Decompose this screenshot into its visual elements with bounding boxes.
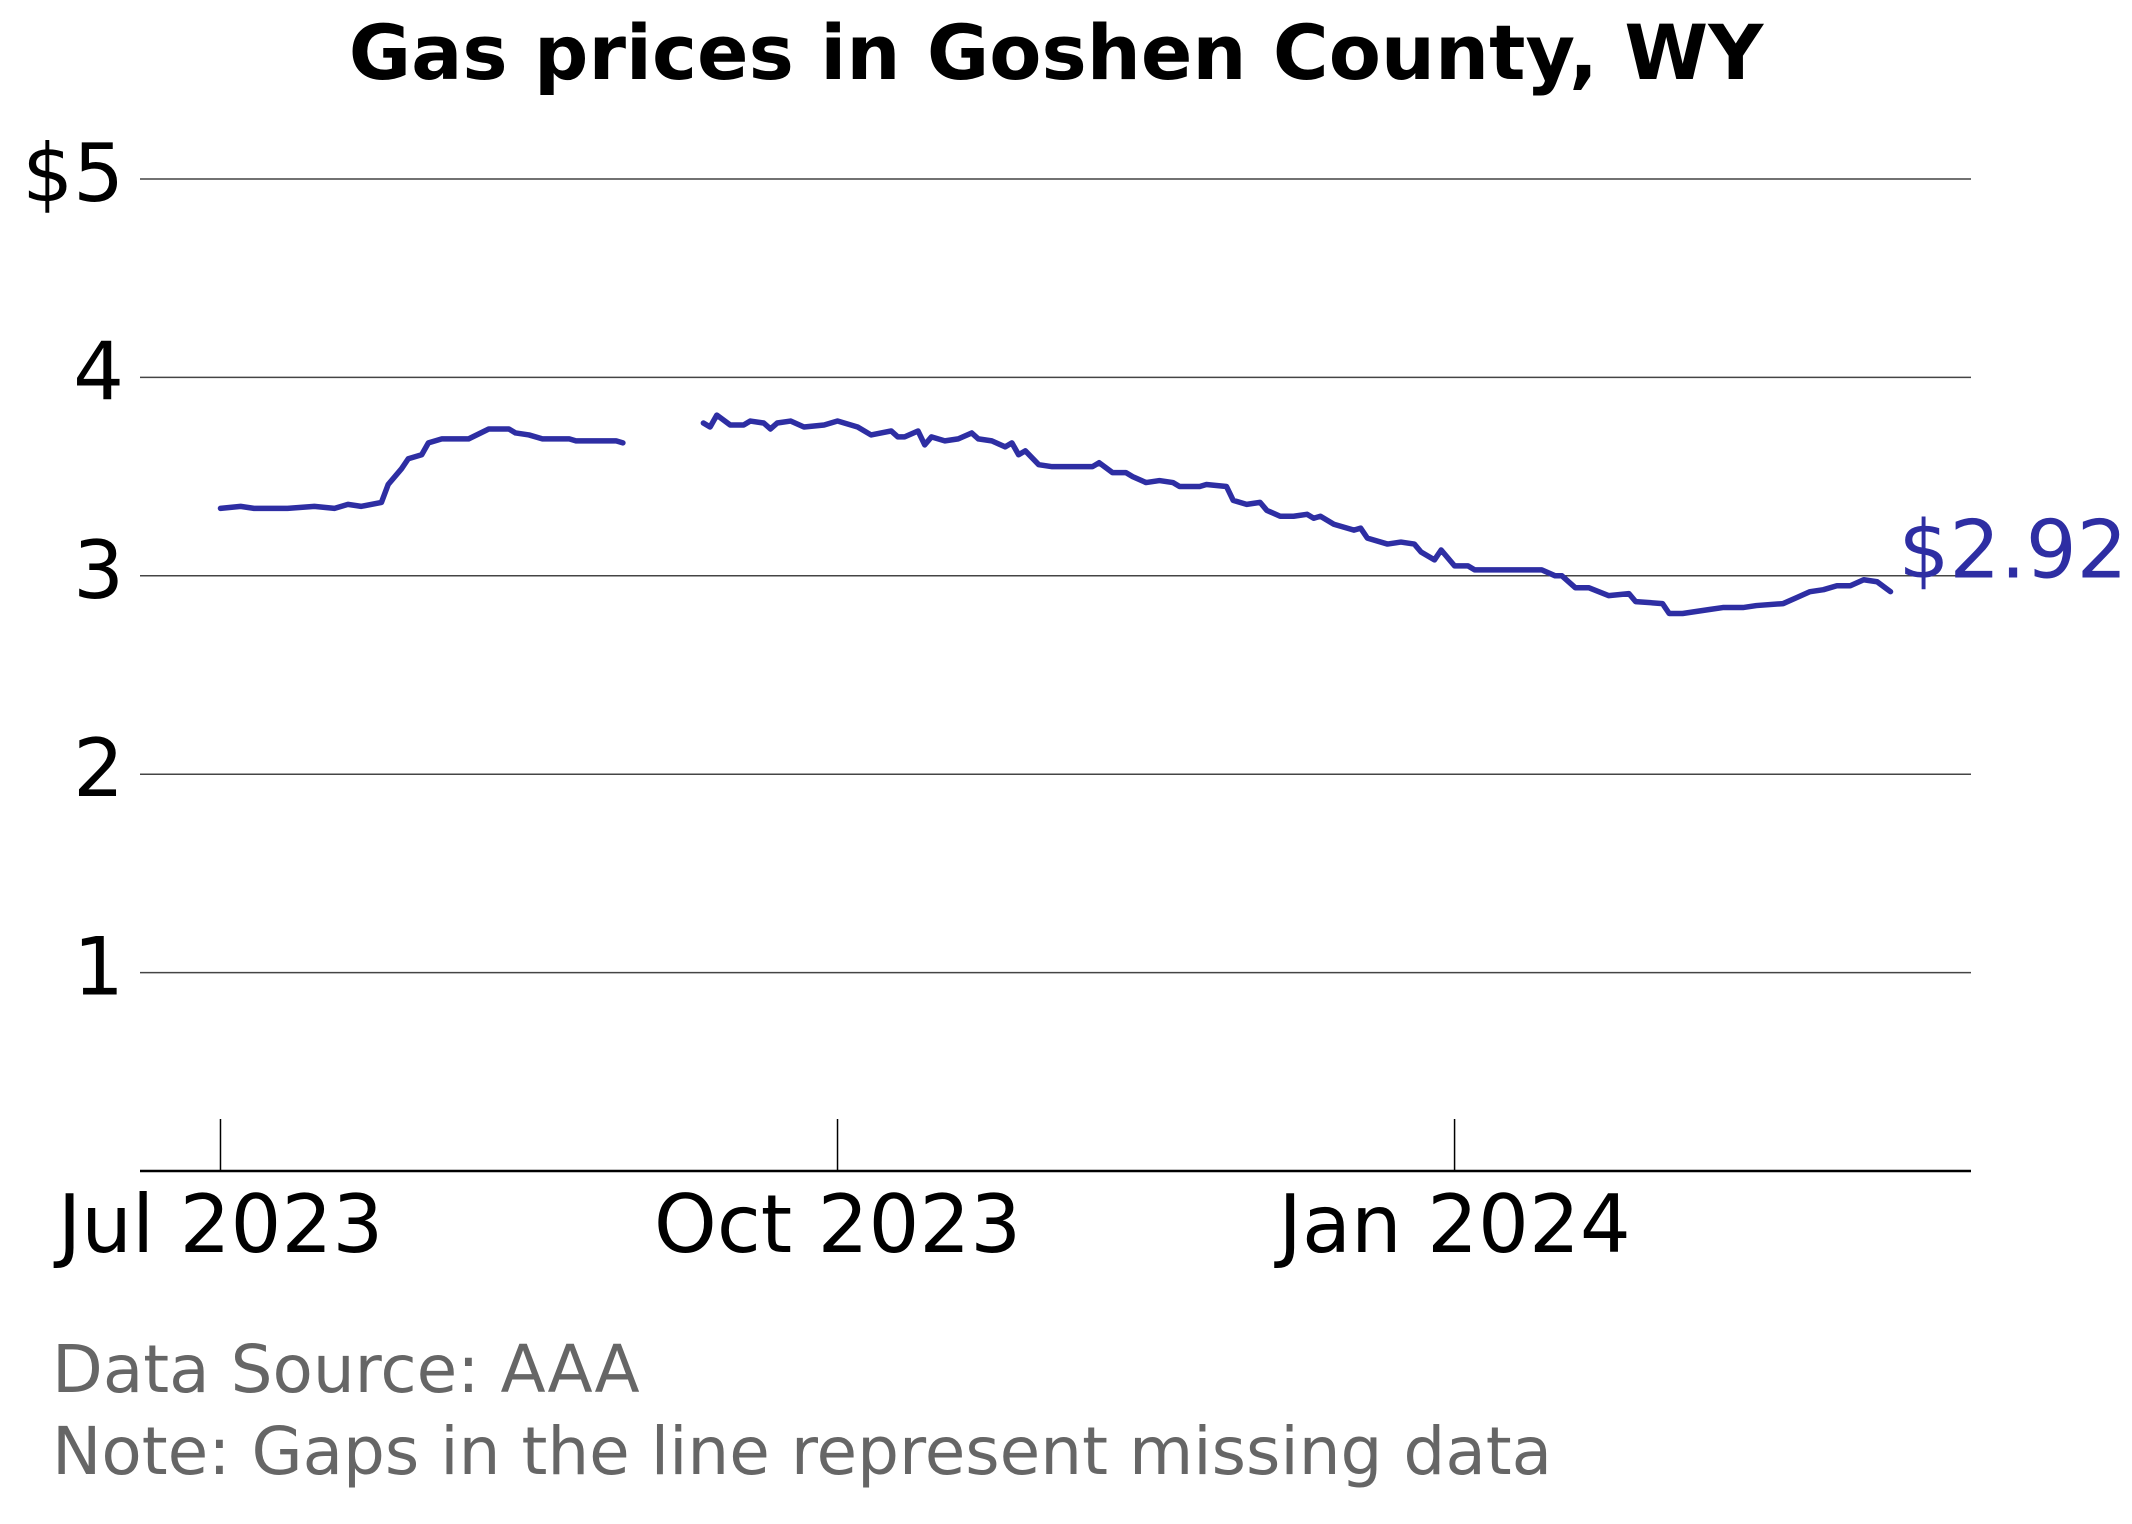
y-tick-label: 1 [73,921,124,1014]
x-tick-label: Oct 2023 [654,1178,1021,1271]
source-note: Data Source: AAA [52,1331,640,1408]
price-line [700,412,1894,617]
price-line [217,426,626,512]
chart-title: Gas prices in Goshen County, WY [349,8,1765,97]
y-tick-label: 4 [73,325,124,418]
y-tick-label: 3 [73,524,124,617]
x-tick-label: Jan 2024 [1273,1178,1630,1271]
y-tick-label: 2 [73,722,124,815]
end-label: $2.92 [1899,504,2128,597]
x-tick-label: Jul 2023 [53,1178,384,1271]
y-tick-label: $5 [22,127,124,220]
gap-note: Note: Gaps in the line represent missing… [52,1413,1552,1490]
